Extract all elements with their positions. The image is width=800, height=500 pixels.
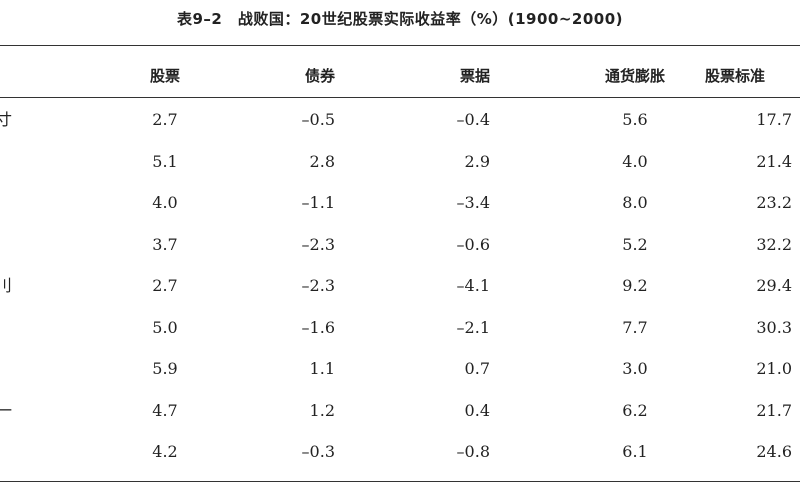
- header-bills: 票据: [459, 67, 490, 85]
- cell-stocks: 4.2: [152, 442, 178, 461]
- header-inflation: 通货膨胀: [604, 67, 665, 85]
- header-bonds: 债券: [304, 67, 335, 85]
- cell-bonds: 1.2: [309, 401, 335, 420]
- cell-stock-std: 23.2: [756, 193, 792, 212]
- cell-inflation: 6.1: [622, 442, 648, 461]
- row-label: 一: [0, 401, 13, 420]
- row-label: 寸: [0, 110, 13, 129]
- cell-stock-std: 29.4: [756, 276, 792, 295]
- cell-stocks: 5.9: [152, 359, 178, 378]
- cell-bills: 2.9: [464, 152, 490, 171]
- cell-bonds: –1.6: [301, 318, 335, 337]
- cell-inflation: 5.2: [622, 235, 648, 254]
- table-row: 5.1 2.8 2.9 4.0 21.4: [0, 152, 800, 172]
- table-row: 5.9 1.1 0.7 3.0 21.0: [0, 359, 800, 379]
- table-row: 4.0 –1.1 –3.4 8.0 23.2: [0, 193, 800, 213]
- bottom-rule: [0, 481, 800, 482]
- cell-bonds: 2.8: [309, 152, 335, 171]
- cell-stocks: 4.7: [152, 401, 178, 420]
- table-row: 5.0 –1.6 –2.1 7.7 30.3: [0, 318, 800, 338]
- cell-stock-std: 17.7: [756, 110, 792, 129]
- cell-inflation: 4.0: [622, 152, 648, 171]
- cell-stock-std: 21.4: [756, 152, 792, 171]
- cell-stocks: 3.7: [152, 235, 178, 254]
- cell-bills: –3.4: [456, 193, 490, 212]
- top-rule: [0, 45, 800, 46]
- cell-stocks: 4.0: [152, 193, 178, 212]
- cell-stocks: 5.1: [152, 152, 178, 171]
- cell-stocks: 2.7: [152, 276, 178, 295]
- cell-bonds: –0.3: [301, 442, 335, 461]
- table-row: 一 4.7 1.2 0.4 6.2 21.7: [0, 401, 800, 421]
- cell-bills: –0.8: [456, 442, 490, 461]
- header-rule: [0, 97, 800, 98]
- cell-stocks: 2.7: [152, 110, 178, 129]
- cell-bills: 0.7: [464, 359, 490, 378]
- cell-stock-std: 21.7: [756, 401, 792, 420]
- cell-stock-std: 30.3: [756, 318, 792, 337]
- cell-inflation: 9.2: [622, 276, 648, 295]
- cell-inflation: 7.7: [622, 318, 648, 337]
- cell-inflation: 5.6: [622, 110, 648, 129]
- cell-inflation: 6.2: [622, 401, 648, 420]
- table-title: 表9–2 战败国：20世纪股票实际收益率（%）(1900~2000): [176, 10, 624, 28]
- table-row: 刂 2.7 –2.3 –4.1 9.2 29.4: [0, 276, 800, 296]
- cell-bills: 0.4: [464, 401, 490, 420]
- table-row: 寸 2.7 –0.5 –0.4 5.6 17.7: [0, 110, 800, 130]
- header-stock-std: 股票标准: [705, 67, 766, 85]
- row-label: 刂: [0, 276, 13, 295]
- cell-stock-std: 32.2: [756, 235, 792, 254]
- cell-bonds: –2.3: [301, 235, 335, 254]
- table-header-row: 股票 债券 票据 通货膨胀 股票标准: [0, 66, 800, 86]
- cell-stocks: 5.0: [152, 318, 178, 337]
- cell-bonds: –2.3: [301, 276, 335, 295]
- cell-bills: –4.1: [456, 276, 490, 295]
- cell-bills: –2.1: [456, 318, 490, 337]
- header-stocks: 股票: [149, 67, 180, 85]
- cell-bonds: –0.5: [301, 110, 335, 129]
- cell-stock-std: 24.6: [756, 442, 792, 461]
- cell-stock-std: 21.0: [756, 359, 792, 378]
- cell-inflation: 3.0: [622, 359, 648, 378]
- cell-bonds: 1.1: [309, 359, 335, 378]
- cell-bills: –0.6: [456, 235, 490, 254]
- cell-bonds: –1.1: [301, 193, 335, 212]
- cell-inflation: 8.0: [622, 193, 648, 212]
- cell-bills: –0.4: [456, 110, 490, 129]
- table-row: 4.2 –0.3 –0.8 6.1 24.6: [0, 442, 800, 462]
- table-row: 3.7 –2.3 –0.6 5.2 32.2: [0, 235, 800, 255]
